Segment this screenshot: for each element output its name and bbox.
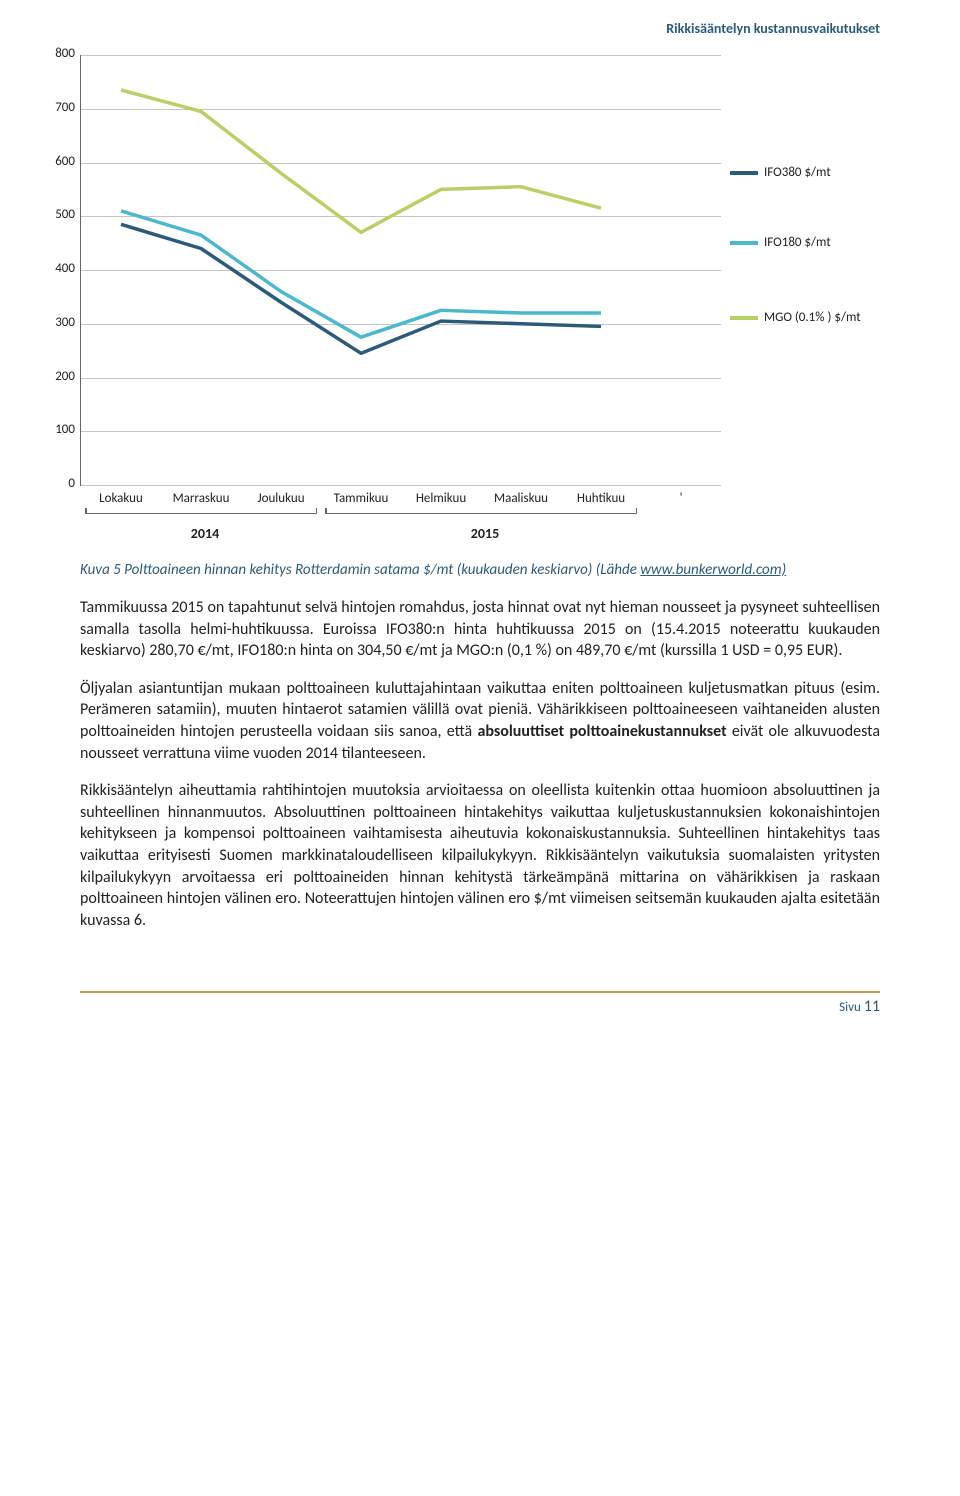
year-label-right: 2015 [325, 525, 645, 542]
y-tick-label: 0 [35, 476, 75, 491]
caption-source-link: www.bunkerworld.com) [640, 561, 786, 579]
price-line-chart: 0100200300400500600700800LokakuuMarrasku… [80, 55, 721, 486]
series-IFO380 [121, 224, 601, 353]
document-header: Rikkisääntelyn kustannusvaikutukset [80, 20, 880, 37]
y-tick-label: 300 [35, 315, 75, 330]
x-tick-label: Lokakuu [81, 491, 161, 506]
caption-text: Kuva 5 Polttoaineen hinnan kehitys Rotte… [80, 561, 640, 579]
y-tick-label: 400 [35, 261, 75, 276]
y-tick-label: 200 [35, 369, 75, 384]
page-number: 11 [864, 997, 880, 1016]
legend-swatch [730, 241, 758, 245]
body-paragraph-3: Rikkisääntelyn aiheuttamia rahtihintojen… [80, 780, 880, 931]
legend-label: IFO180 $/mt [764, 235, 831, 250]
legend-swatch [730, 171, 758, 175]
x-tick-label: Helmikuu [401, 491, 481, 506]
chart-svg [81, 55, 721, 485]
series-MGO [121, 90, 601, 232]
chart-legend: IFO380 $/mt IFO180 $/mt MGO (0.1% ) $/mt [730, 165, 880, 325]
figure-caption: Kuva 5 Polttoaineen hinnan kehitys Rotte… [80, 561, 880, 579]
gridline [81, 485, 721, 486]
footer-label: Sivu [839, 1000, 861, 1015]
page-footer: Sivu 11 [80, 991, 880, 1016]
x-tick-label: Marraskuu [161, 491, 241, 506]
legend-item: IFO180 $/mt [730, 235, 880, 250]
x-tick-label: Tammikuu [321, 491, 401, 506]
y-tick-label: 600 [35, 154, 75, 169]
legend-label: MGO (0.1% ) $/mt [764, 310, 861, 325]
x-tick-label: Joulukuu [241, 491, 321, 506]
y-tick-label: 100 [35, 422, 75, 437]
x-tick-label: ' [641, 491, 721, 506]
body-paragraph-1: Tammikuussa 2015 on tapahtunut selvä hin… [80, 597, 880, 662]
body-paragraph-2: Öljyalan asiantuntijan mukaan polttoaine… [80, 678, 880, 764]
year-bracket-right [325, 513, 637, 524]
legend-item: MGO (0.1% ) $/mt [730, 310, 880, 325]
x-tick-label: Huhtikuu [561, 491, 641, 506]
y-tick-label: 700 [35, 100, 75, 115]
y-tick-label: 800 [35, 46, 75, 61]
p2-bold: absoluuttiset polttoainekustannukset [477, 722, 726, 741]
legend-item: IFO380 $/mt [730, 165, 880, 180]
y-tick-label: 500 [35, 207, 75, 222]
legend-label: IFO380 $/mt [764, 165, 831, 180]
x-tick-label: Maaliskuu [481, 491, 561, 506]
series-IFO180 [121, 211, 601, 337]
year-label-left: 2014 [85, 525, 325, 542]
year-bracket-left [85, 513, 317, 524]
legend-swatch [730, 316, 758, 320]
